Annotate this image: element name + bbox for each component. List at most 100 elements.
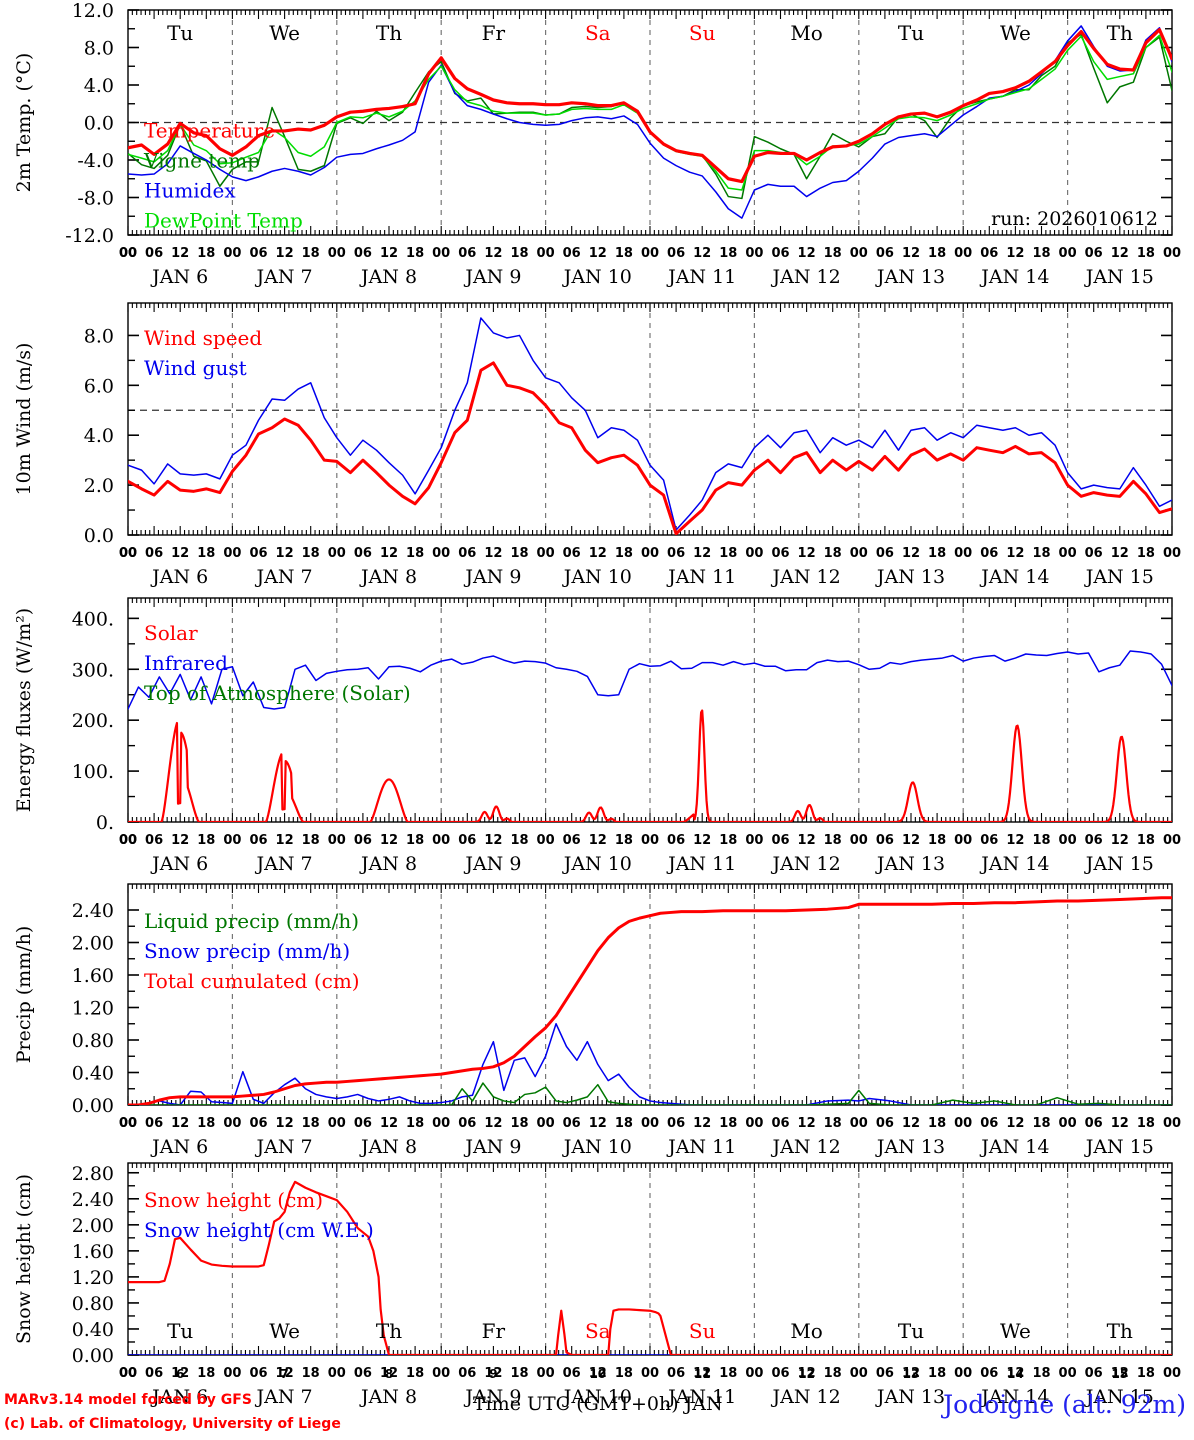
xtick-label-daynum: 9	[489, 1367, 497, 1381]
xtick-label-hour: 12	[902, 546, 920, 561]
xtick-label-hour: 06	[980, 1116, 998, 1131]
day-label-tu-7: Tu	[898, 21, 924, 45]
day-label-sa-4: Sa	[585, 21, 611, 45]
xtick-label-hour: 00	[745, 1366, 763, 1381]
panel-energy: 0. 100. 200. 300. 400. Energy fluxes (W/m²) 00…	[13, 597, 1181, 875]
day-label-bottom-we-8: We	[1000, 1319, 1031, 1343]
xtick-label-hour: 18	[719, 246, 737, 261]
xtick-label-date: JAN 8	[359, 853, 417, 875]
xtick-label-date: JAN 7	[255, 266, 313, 288]
panel-snowheight: 0.00 0.40 0.80 1.20 1.60 2.00 2.40 2.80 Snow hei…	[13, 1162, 1181, 1408]
xtick-label-hour: 12	[1111, 246, 1129, 261]
day-label-bottom-fr-3: Fr	[482, 1319, 506, 1343]
xtick-label-hour: 00	[954, 1116, 972, 1131]
xtick-label-daynum: 13	[903, 1367, 920, 1381]
data-layer-wind	[128, 317, 1172, 535]
xtick-label-date: JAN 10	[562, 566, 632, 588]
xtick-label-hour: 00	[1163, 546, 1181, 561]
day-label-bottom-tu-7: Tu	[898, 1319, 924, 1343]
xtick-label-hour: 06	[458, 833, 476, 848]
xtick-label-date: JAN 12	[771, 566, 841, 588]
xtick-label-hour: 06	[1085, 246, 1103, 261]
xtick-label-hour: 12	[1111, 546, 1129, 561]
xtick-label-hour: 06	[980, 246, 998, 261]
xtick-label-hour: 12	[1006, 246, 1024, 261]
day-name-row-top: Tu We Th Fr Sa Su Mo Tu We Th	[167, 21, 1133, 45]
xtick-label-date: JAN 13	[875, 266, 945, 288]
xtick-label-hour: 18	[302, 1366, 320, 1381]
legend-item-total-cumulated-cm-: Total cumulated (cm)	[144, 969, 360, 993]
day-label-th-9: Th	[1107, 21, 1133, 45]
series-solar	[440, 805, 547, 822]
xtick-label-hour: 18	[302, 833, 320, 848]
xtick-label-hour: 00	[1163, 1366, 1181, 1381]
data-layer-precip	[128, 896, 1172, 1105]
xtick-label-hour: 18	[928, 1116, 946, 1131]
xtick-label-date: JAN 6	[150, 1386, 208, 1408]
ytick-label: 6.0	[84, 375, 114, 397]
xtick-label-hour: 06	[667, 546, 685, 561]
xtick-label-hour: 06	[145, 833, 163, 848]
xtick-label-hour: 00	[223, 1366, 241, 1381]
xtick-label-hour: 06	[563, 546, 581, 561]
xtick-label-hour: 12	[171, 1366, 189, 1381]
legend-item-snow-precip-mm-h-: Snow precip (mm/h)	[144, 939, 350, 963]
xtick-label-date: JAN 13	[875, 1136, 945, 1158]
xtick-label-hour: 12	[380, 1366, 398, 1381]
footer-model-line: MARv3.14 model forced by GFS	[4, 1392, 252, 1408]
xtick-label-hour: 06	[145, 1366, 163, 1381]
xtick-label-date: JAN 15	[1084, 566, 1154, 588]
xtick-label-hour: 12	[171, 1116, 189, 1131]
xtick-label-hour: 12	[1006, 546, 1024, 561]
series-solar	[128, 721, 234, 822]
xtick-label-hour: 00	[850, 246, 868, 261]
xtick-label-date: JAN 8	[359, 266, 417, 288]
xtick-label-hour: 06	[563, 833, 581, 848]
xtick-label-date: JAN 15	[1084, 1386, 1154, 1408]
xtick-label-hour: 18	[1032, 246, 1050, 261]
xtick-label-daynum: 14	[1007, 1367, 1024, 1381]
xtick-label-hour: 06	[980, 1366, 998, 1381]
xtick-label-hour: 00	[641, 1116, 659, 1131]
xtick-label-hour: 06	[354, 833, 372, 848]
xtick-label-date: JAN 11	[666, 566, 736, 588]
xtick-label-date: JAN 7	[255, 853, 313, 875]
xtick-label-date: JAN 10	[562, 266, 632, 288]
ytick-label: 0.	[96, 812, 114, 834]
xtick-label-hour: 06	[1085, 833, 1103, 848]
xtick-label-hour: 18	[928, 833, 946, 848]
xtick-label-date: JAN 14	[979, 1136, 1049, 1158]
legend-item-top-of-atmosphere-solar-: Top of Atmosphere (Solar)	[144, 681, 411, 705]
xtick-label-hour: 18	[615, 546, 633, 561]
xtick-label-date: JAN 6	[150, 1136, 208, 1158]
xtick-label-hour: 18	[1137, 1116, 1155, 1131]
xtick-label-date: JAN 13	[875, 566, 945, 588]
xtick-label-date: JAN 11	[666, 1136, 736, 1158]
axis-title-wind: 10m Wind (m/s)	[13, 343, 35, 496]
day-label-tu-0: Tu	[167, 21, 193, 45]
series-solar	[857, 781, 965, 822]
axis-title-snowheight: Snow height (cm)	[13, 1174, 35, 1344]
xtick-label-hour: 12	[902, 1116, 920, 1131]
xtick-label-hour: 18	[1137, 1366, 1155, 1381]
xtick-label-date: JAN 14	[979, 1386, 1049, 1408]
xtick-label-hour: 00	[954, 246, 972, 261]
xtick-label-hour: 00	[223, 833, 241, 848]
xtick-label-hour: 06	[876, 246, 894, 261]
ytick-label: 2.40	[72, 900, 114, 922]
data-layer-energy	[128, 650, 1172, 822]
series-solar	[231, 753, 338, 822]
xtick-label-hour: 00	[432, 833, 450, 848]
xtick-label-date: JAN 9	[463, 566, 521, 588]
axis-title-temperature: 2m Temp. (°C)	[13, 53, 35, 193]
xtick-label-hour: 00	[432, 1116, 450, 1131]
xtick-label-hour: 18	[197, 546, 215, 561]
xtick-label-hour: 06	[354, 1116, 372, 1131]
xtick-label-daynum: 15	[1111, 1367, 1128, 1381]
legend-item-liquid-precip-mm-h-: Liquid precip (mm/h)	[144, 909, 359, 933]
xtick-label-hour: 00	[745, 1116, 763, 1131]
xtick-label-hour: 00	[119, 1116, 137, 1131]
xtick-label-hour: 06	[458, 1116, 476, 1131]
xtick-label-hour: 12	[276, 546, 294, 561]
